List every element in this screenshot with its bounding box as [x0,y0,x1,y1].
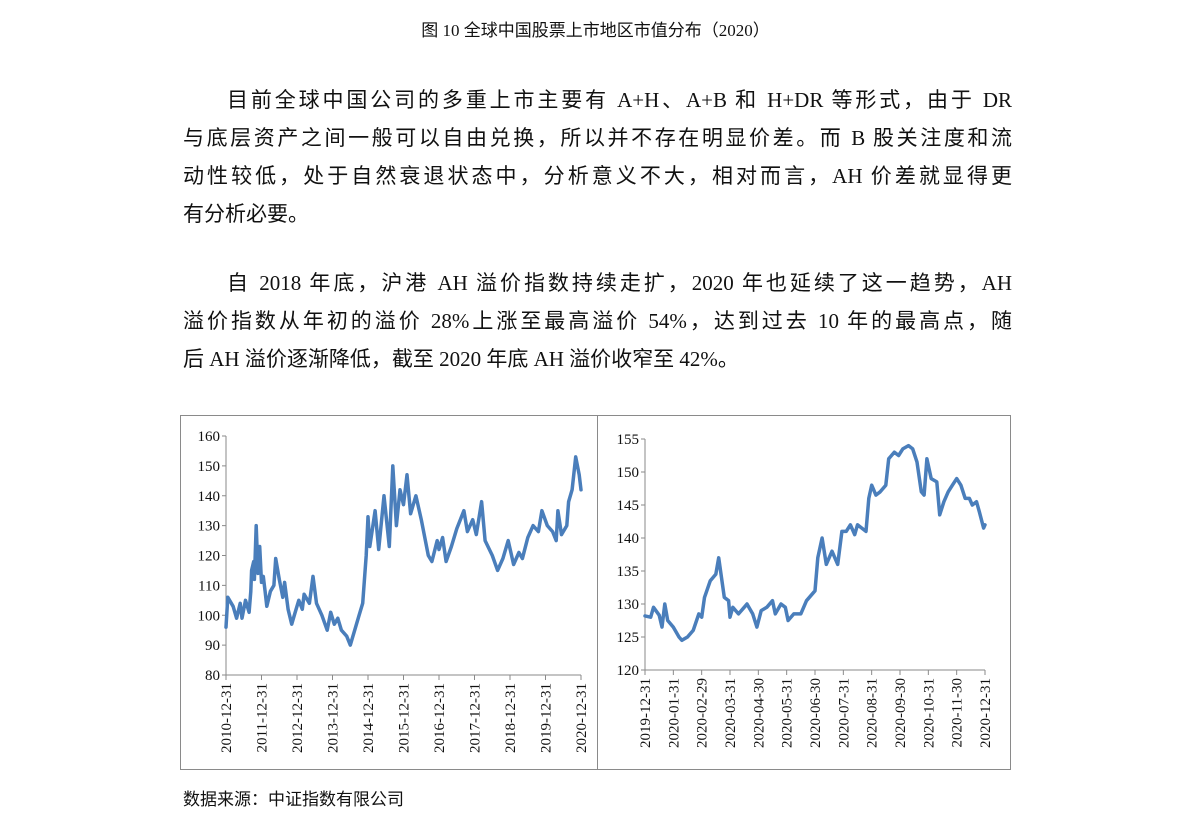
x-tick-label: 2020-03-31 [723,678,739,748]
source-note: 数据来源：中证指数有限公司 [183,790,404,809]
x-tick-label: 2020-02-29 [695,678,711,748]
x-tick-label: 2017-12-31 [468,683,484,753]
x-tick-label: 2020-12-31 [574,683,590,753]
x-tick-label: 2020-09-30 [893,678,909,748]
chart-ah-premium-2020: 120 125 130 135 140 145 150 155 2019-12-31 2020-0… [597,415,1011,770]
y-tick-label: 150 [198,459,221,475]
y-tick-label: 130 [198,519,221,535]
paragraph-line: 动性较低，处于自然衰退状态中，分析意义不大，相对而言，AH 价差就显得更 [183,164,1012,188]
paragraph-line: 有分析必要。 [183,202,309,226]
x-tick-label: 2020-06-30 [808,678,824,748]
x-tick-label: 2020-05-31 [780,678,796,748]
y-tick-label: 120 [198,549,221,565]
x-tick-label: 2019-12-31 [539,683,555,753]
paragraph-2: 自 2018 年底，沪港 AH 溢价指数持续走扩，2020 年也延续了这一趋势，… [183,264,1012,378]
y-tick-label: 90 [205,638,220,654]
x-tick-label: 2011-12-31 [255,683,271,752]
x-tick-label: 2020-10-31 [921,678,937,748]
x-tick-label: 2015-12-31 [397,683,413,753]
x-tick-label: 2020-12-31 [978,678,994,748]
series-line [643,443,987,643]
y-tick-label: 100 [198,608,221,624]
x-tick-label: 2020-11-30 [950,678,966,747]
paragraph-1: 目前全球中国公司的多重上市主要有 A+H、A+B 和 H+DR 等形式，由于 D… [183,81,1012,233]
paragraph-line: 溢价指数从年初的溢价 28%上涨至最高溢价 54%，达到过去 10 年的最高点，… [183,309,1012,333]
y-tick-label: 155 [617,432,640,448]
chart-svg: 80 90 100 110 120 130 140 150 160 2010-12-31 2011-… [198,429,591,753]
y-tick-label: 145 [617,498,640,514]
paragraph-line: 后 AH 溢价逐渐降低，截至 2020 年底 AH 溢价收窄至 42%。 [183,347,739,371]
y-tick-label: 140 [617,531,640,547]
y-tick-label: 140 [198,489,221,505]
x-tick-label: 2012-12-31 [290,683,306,753]
y-tick-label: 125 [617,630,640,646]
x-tick-label: 2013-12-31 [326,683,342,753]
x-tick-label: 2010-12-31 [219,683,235,753]
x-tick-label: 2020-01-31 [666,678,682,748]
y-tick-label: 110 [198,578,220,594]
chart-ah-premium-10y: 80 90 100 110 120 130 140 150 160 2010-12-31 2011-… [180,415,598,770]
paragraph-line: 与底层资产之间一般可以自由兑换，所以并不存在明显价差。而 B 股关注度和流 [183,126,1012,150]
paragraph-line: 目前全球中国公司的多重上市主要有 A+H、A+B 和 H+DR 等形式，由于 D… [227,88,1012,112]
chart-svg: 120 125 130 135 140 145 150 155 2019-12-31 2020-0… [617,432,995,748]
paragraph-line: 自 2018 年底，沪港 AH 溢价指数持续走扩，2020 年也延续了这一趋势，… [227,271,1012,295]
y-tick-label: 135 [617,564,640,580]
y-tick-label: 150 [617,465,640,481]
x-tick-label: 2019-12-31 [638,678,654,748]
x-tick-label: 2020-07-31 [836,678,852,748]
y-tick-label: 130 [617,597,640,613]
x-tick-label: 2020-04-30 [751,678,767,748]
x-tick-label: 2016-12-31 [432,683,448,753]
y-tick-label: 160 [198,429,221,445]
y-tick-label: 120 [617,663,640,679]
figure-title: 图 10 全球中国股票上市地区市值分布（2020） [421,21,770,40]
x-tick-label: 2014-12-31 [361,683,377,753]
x-tick-label: 2020-08-31 [865,678,881,748]
x-tick-label: 2018-12-31 [503,683,519,753]
y-tick-label: 80 [205,668,220,684]
series-line [224,455,583,647]
